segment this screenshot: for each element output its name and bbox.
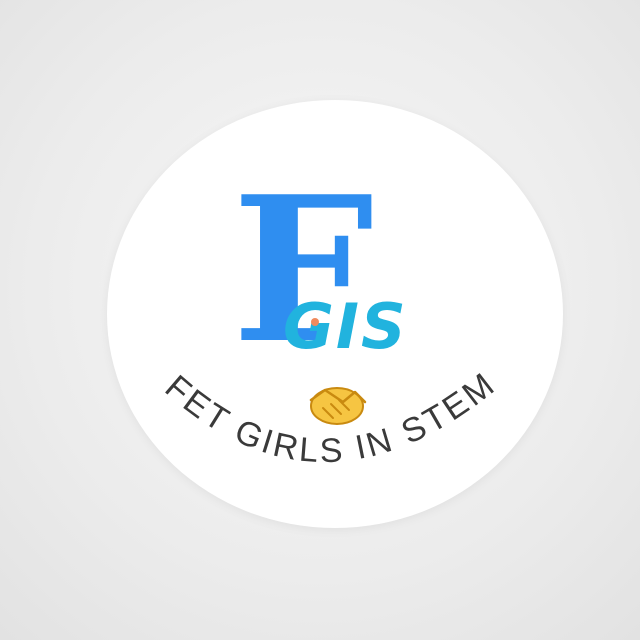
logo-sub-letters: GIS bbox=[283, 290, 408, 363]
handshake-icon bbox=[309, 387, 367, 425]
accent-dot bbox=[311, 318, 319, 326]
logo-big-letter: F bbox=[232, 153, 374, 388]
logo-badge-circle bbox=[107, 100, 563, 528]
